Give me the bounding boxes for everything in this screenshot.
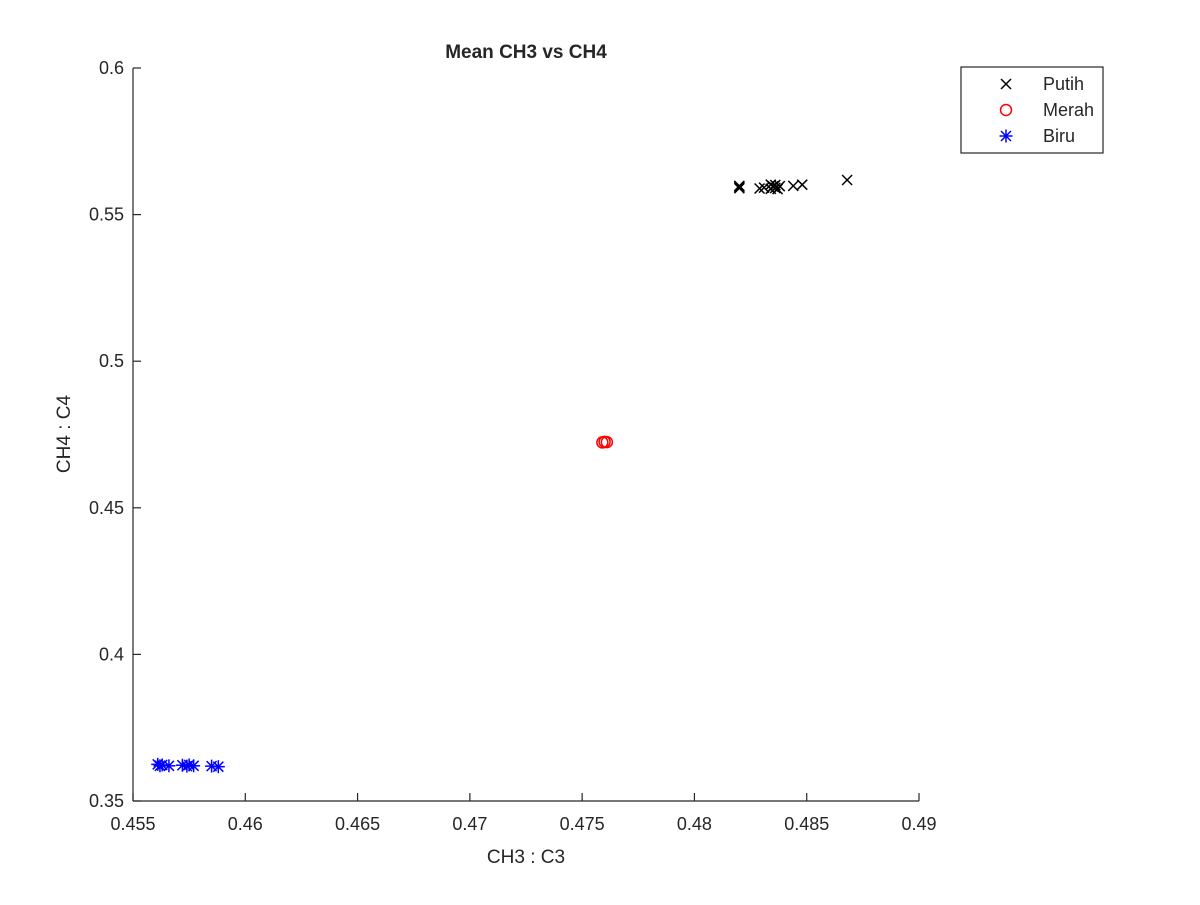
legend-marker-putih	[1000, 78, 1012, 90]
series-biru	[151, 757, 225, 774]
chart-title: Mean CH3 vs CH4	[445, 42, 607, 63]
data-point-biru	[155, 758, 169, 772]
marker-circle	[999, 103, 1013, 117]
y-tick-label: 0.4	[99, 644, 124, 664]
data-point-putih	[787, 180, 799, 192]
y-tick-label: 0.45	[89, 498, 124, 518]
marker-stroke	[754, 182, 766, 195]
data-markers	[151, 174, 853, 774]
data-point-biru	[187, 759, 201, 773]
marker-stroke	[841, 174, 853, 186]
axes: 0.455 0.46 0.465 0.47 0.475 0.48 0.485 0.49 0.35…	[89, 58, 937, 834]
legend-label-biru: Biru	[1043, 126, 1075, 146]
legend-label-putih: Putih	[1043, 74, 1084, 94]
series-putih	[733, 174, 853, 195]
data-point-putih	[733, 180, 745, 192]
y-tick-label: 0.35	[89, 791, 124, 811]
data-point-putih	[796, 179, 808, 191]
x-tick-label: 0.48	[677, 814, 712, 834]
y-tick-label: 0.5	[99, 351, 124, 371]
data-point-putih	[754, 182, 766, 195]
data-point-biru	[162, 759, 176, 773]
legend-box	[960, 66, 1104, 154]
legend: Putih Merah Biru	[960, 66, 1104, 154]
marker-stroke	[733, 180, 745, 192]
y-tick-label: 0.6	[99, 58, 124, 78]
marker-stroke	[758, 182, 770, 194]
marker-stroke	[769, 179, 781, 191]
x-tick-label: 0.455	[110, 814, 155, 834]
data-point-putih	[733, 182, 745, 194]
marker-stroke	[787, 180, 799, 192]
x-tick-label: 0.475	[560, 814, 605, 834]
x-tick-label: 0.46	[228, 814, 263, 834]
y-tick-label: 0.55	[89, 205, 124, 225]
marker-stroke	[1000, 78, 1012, 90]
x-axis-label: CH3 : C3	[487, 847, 565, 868]
x-tick-label: 0.465	[335, 814, 380, 834]
legend-marker-merah	[999, 103, 1013, 117]
data-point-putih	[774, 180, 786, 192]
data-point-merah	[600, 435, 614, 449]
data-point-biru	[211, 760, 225, 774]
y-axis-label: CH4 : C4	[54, 395, 75, 474]
x-tick-label: 0.47	[452, 814, 487, 834]
legend-label-merah: Merah	[1043, 100, 1094, 120]
data-point-putih	[841, 174, 853, 186]
data-point-biru	[153, 759, 167, 773]
marker-stroke	[733, 182, 745, 194]
legend-marker-biru	[999, 129, 1013, 143]
marker-stroke	[796, 179, 808, 191]
marker-circle	[600, 435, 614, 449]
data-point-putih	[758, 182, 770, 194]
x-tick-label: 0.485	[784, 814, 829, 834]
x-tick-label: 0.49	[901, 814, 936, 834]
series-merah	[596, 435, 614, 449]
marker-stroke	[774, 180, 786, 192]
